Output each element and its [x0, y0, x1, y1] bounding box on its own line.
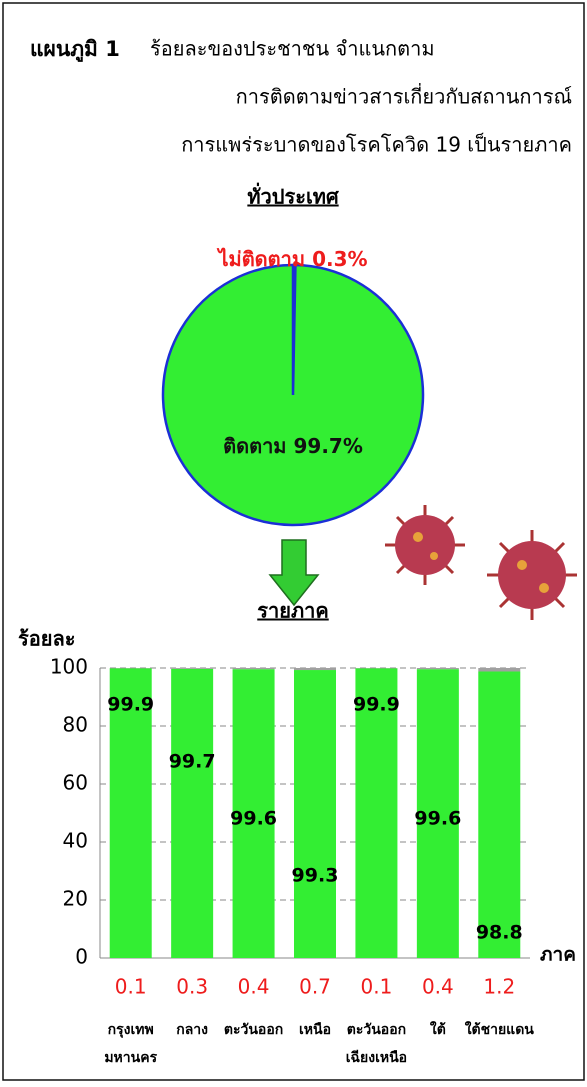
value-label: 0.7: [299, 975, 331, 999]
value-label: 99.9: [107, 694, 154, 716]
figure-label: แผนภูมิ 1: [30, 37, 120, 63]
x-tick-label: มหานคร: [104, 1050, 157, 1066]
x-tick-label: ตะวันออก: [224, 1022, 283, 1038]
bar-segment: [478, 671, 520, 958]
bar-segment: [171, 668, 213, 669]
value-label: 99.6: [230, 808, 277, 830]
y-axis-title: ร้อยละ: [18, 627, 75, 651]
pie-slice: [163, 265, 423, 525]
value-label: 0.1: [361, 975, 393, 999]
bar-segment: [294, 668, 336, 670]
x-axis-title: ภาค: [540, 944, 576, 966]
bar-segment: [171, 669, 213, 958]
value-label: 0.4: [238, 975, 270, 999]
bar-segment: [294, 670, 336, 958]
bar-segment: [233, 668, 275, 669]
slice-value: 99.7%: [294, 434, 363, 458]
bar-segment: [478, 668, 520, 671]
y-tick-label: 80: [63, 713, 88, 737]
x-tick-label: กรุงเทพ: [108, 1022, 154, 1038]
value-label: 98.8: [476, 922, 523, 944]
x-tick-label: ตะวันออก: [347, 1022, 406, 1038]
slice-value: 0.3%: [312, 247, 367, 271]
slice-label: ติดตาม 99.7%: [223, 434, 363, 458]
value-label: 99.9: [353, 694, 400, 716]
x-tick-label: กลาง: [176, 1022, 208, 1038]
title-line: การติดตามข่าวสารเกี่ยวกับสถานการณ์: [236, 83, 572, 109]
y-tick-label: 0: [75, 945, 88, 969]
x-tick-label: ใต้: [430, 1020, 446, 1038]
y-tick-label: 60: [63, 771, 88, 795]
value-label: 99.7: [169, 751, 216, 773]
bar-segment: [417, 668, 459, 669]
title-line: ร้อยละของประชาชน จำแนกตาม: [150, 37, 435, 61]
value-label: 0.1: [115, 975, 147, 999]
pie-title: ทั่วประเทศ: [247, 182, 340, 209]
value-label: 1.2: [483, 975, 515, 999]
value-label: 99.3: [292, 865, 339, 887]
y-tick-label: 20: [63, 887, 88, 911]
title-line: การแพร่ระบาดของโรคโควิด 19 เป็นรายภาค: [181, 132, 572, 157]
value-label: 0.4: [422, 975, 454, 999]
infographic: แผนภูมิ 1 ร้อยละของประชาชน จำแนกตาม การต…: [0, 0, 587, 1083]
bar-title: รายภาค: [257, 599, 328, 623]
value-label: 99.6: [414, 808, 461, 830]
y-tick-label: 40: [63, 829, 88, 853]
slice-label: ไม่ติดตาม 0.3%: [216, 247, 367, 271]
x-tick-label: เหนือ: [299, 1022, 331, 1038]
x-tick-label: เฉียงเหนือ: [346, 1050, 407, 1066]
y-tick-label: 100: [50, 655, 88, 679]
x-tick-label: ใต้ชายแดน: [465, 1020, 535, 1038]
value-label: 0.3: [176, 975, 208, 999]
slice-category: ไม่ติดตาม: [216, 247, 305, 271]
slice-category: ติดตาม: [223, 434, 286, 458]
